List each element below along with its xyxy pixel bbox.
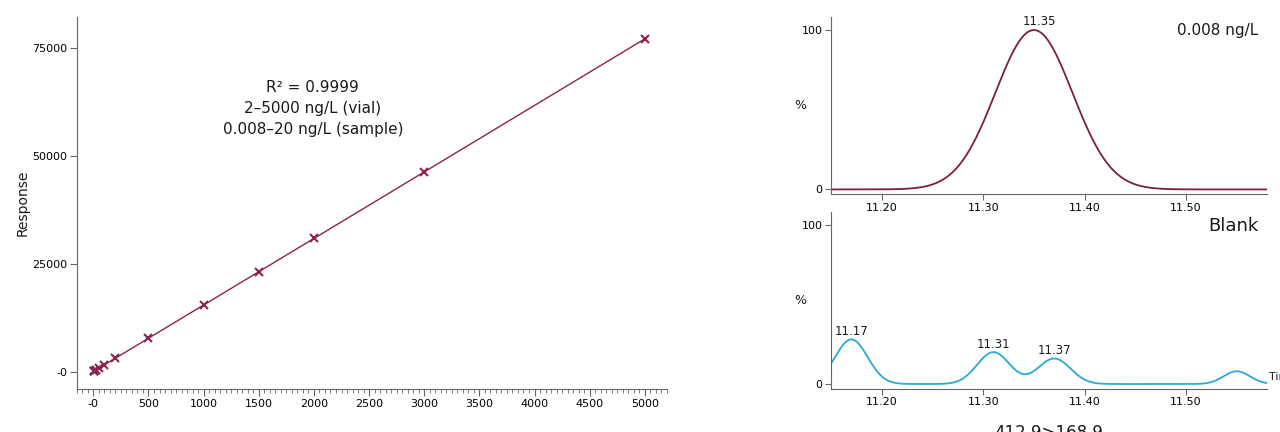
Text: 0.008 ng/L: 0.008 ng/L — [1178, 22, 1258, 38]
Text: 11.35: 11.35 — [1023, 16, 1056, 29]
Text: 11.31: 11.31 — [977, 337, 1010, 350]
Text: Time: Time — [1270, 372, 1280, 382]
Text: Blank: Blank — [1208, 217, 1258, 235]
Text: 11.37: 11.37 — [1037, 344, 1071, 357]
Y-axis label: Response: Response — [15, 170, 29, 236]
Y-axis label: %: % — [795, 99, 806, 112]
Text: R² = 0.9999
2–5000 ng/L (vial)
0.008–20 ng/L (sample): R² = 0.9999 2–5000 ng/L (vial) 0.008–20 … — [223, 80, 403, 137]
Y-axis label: %: % — [795, 294, 806, 307]
Text: 11.17: 11.17 — [835, 325, 868, 338]
Text: 412.9>168.9: 412.9>168.9 — [995, 424, 1103, 432]
